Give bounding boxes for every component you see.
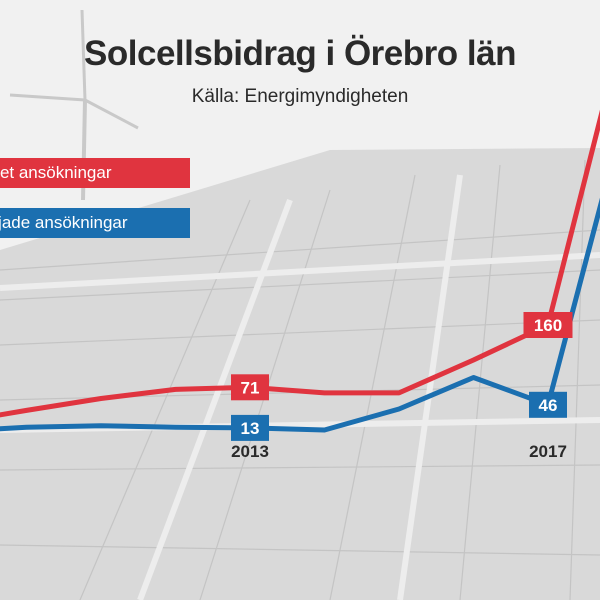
data-label-1-4: 13: [241, 419, 260, 438]
legend-label-blue: viljade ansökningar: [0, 213, 128, 232]
chart-subtitle: Källa: Energimyndigheten: [191, 86, 409, 107]
data-label-1-8: 46: [539, 396, 558, 415]
data-label-0-8: 160: [534, 316, 562, 335]
legend-item-blue: viljade ansökningar: [0, 208, 190, 238]
x-tick-label-2017: 2017: [529, 442, 567, 461]
data-label-box-1-4: [231, 414, 269, 441]
data-label-0-4: 71: [241, 378, 260, 397]
legend-label-red: talet ansökningar: [0, 163, 112, 182]
data-label-box-0-8: [523, 312, 573, 338]
x-tick-label-2013: 2013: [231, 442, 269, 461]
series-line-0: [0, 109, 600, 418]
data-label-box-0-4: [231, 374, 269, 401]
legend-item-red: talet ansökningar: [0, 158, 190, 188]
chart-title: Solcellsbidrag i Örebro län: [84, 34, 516, 73]
series-line-1: [0, 197, 600, 433]
data-label-box-1-8: [529, 391, 567, 418]
